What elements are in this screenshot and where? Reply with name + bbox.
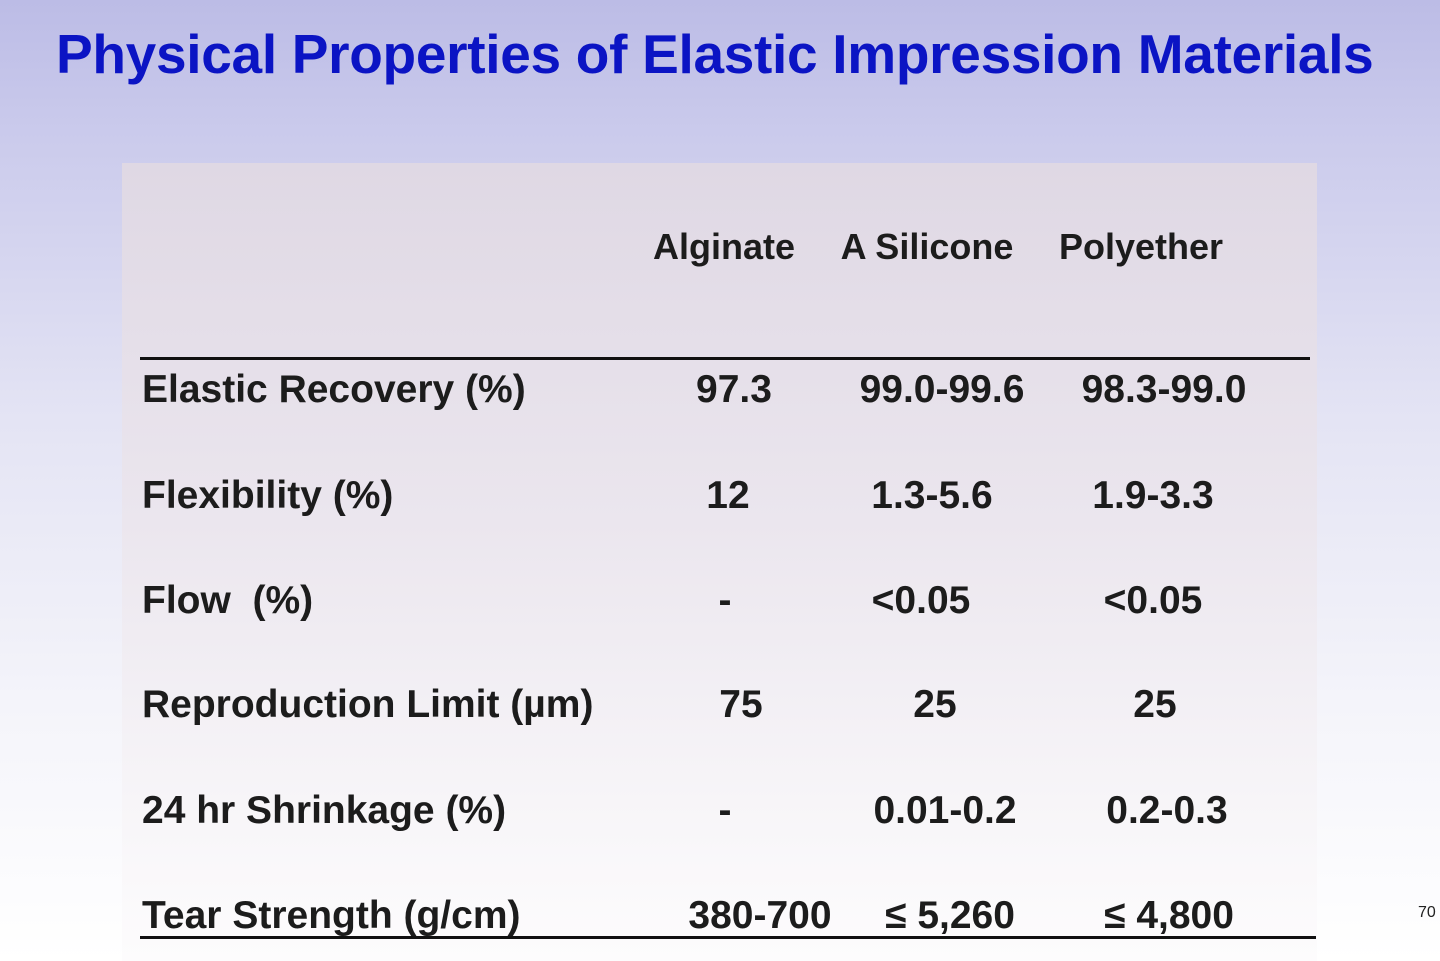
properties-table: Alginate A Silicone Polyether Elastic Re…: [122, 163, 1317, 961]
row-label-flow: Flow (%): [142, 579, 314, 622]
column-header-a-silicone: A Silicone: [840, 226, 1014, 267]
table-bottom-rule: [140, 936, 1316, 939]
cell-shrinkage-alginate: -: [718, 789, 732, 832]
row-label-flexibility: Flexibility (%): [142, 474, 394, 517]
slide-number: 70: [1418, 904, 1436, 921]
cell-flow-a-silicone: <0.05: [871, 579, 971, 622]
cell-flexibility-polyether: 1.9-3.3: [1092, 474, 1214, 517]
column-header-alginate: Alginate: [652, 226, 795, 267]
cell-reproduction-limit-alginate: 75: [719, 683, 763, 726]
row-label-tear-strength: Tear Strength (g/cm): [142, 894, 521, 937]
cell-flexibility-a-silicone: 1.3-5.6: [871, 474, 993, 517]
row-label-shrinkage: 24 hr Shrinkage (%): [142, 789, 507, 832]
cell-elastic-recovery-polyether: 98.3-99.0: [1081, 368, 1247, 411]
slide-title: Physical Properties of Elastic Impressio…: [56, 23, 1374, 85]
cell-flexibility-alginate: 12: [706, 474, 750, 517]
cell-tear-strength-polyether: ≤ 4,800: [1104, 894, 1234, 937]
cell-elastic-recovery-a-silicone: 99.0-99.6: [859, 368, 1025, 411]
cell-shrinkage-a-silicone: 0.01-0.2: [873, 789, 1017, 832]
cell-tear-strength-alginate: 380-700: [688, 894, 832, 937]
cell-reproduction-limit-polyether: 25: [1133, 683, 1177, 726]
cell-tear-strength-a-silicone: ≤ 5,260: [885, 894, 1015, 937]
cell-reproduction-limit-a-silicone: 25: [913, 683, 957, 726]
column-header-polyether: Polyether: [1058, 226, 1224, 267]
row-label-elastic-recovery: Elastic Recovery (%): [142, 368, 526, 411]
header-divider: [140, 357, 1310, 360]
cell-elastic-recovery-alginate: 97.3: [696, 368, 772, 411]
row-label-reproduction-limit: Reproduction Limit (µm): [142, 683, 594, 726]
cell-flow-alginate: -: [718, 579, 732, 622]
cell-shrinkage-polyether: 0.2-0.3: [1106, 789, 1228, 832]
cell-flow-polyether: <0.05: [1103, 579, 1203, 622]
